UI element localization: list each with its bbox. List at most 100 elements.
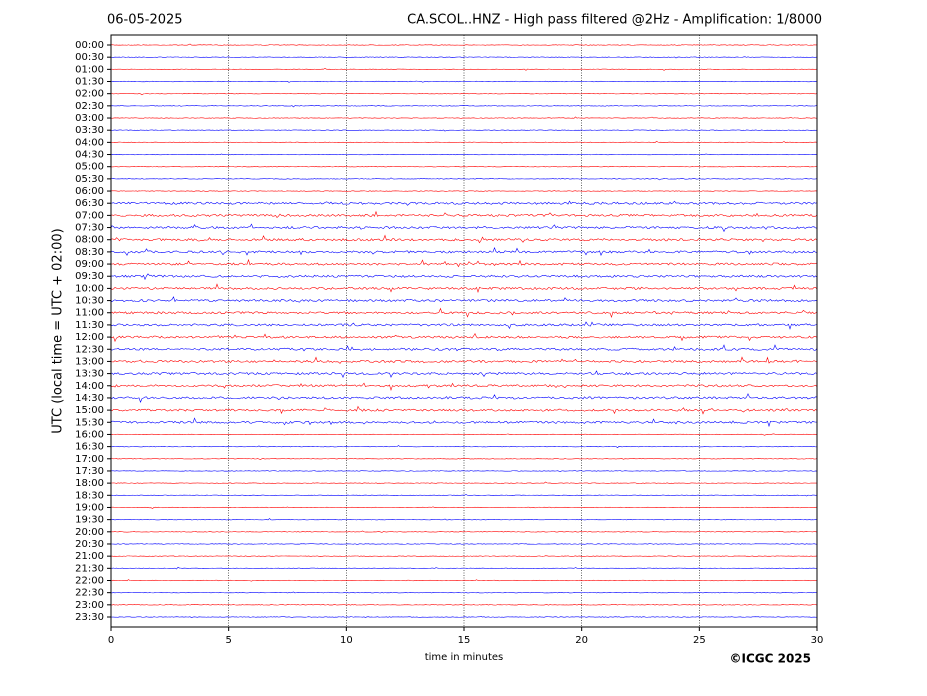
- y-tick-label: 19:00: [75, 502, 104, 513]
- trace: [110, 223, 818, 233]
- trace: [110, 433, 818, 436]
- y-tick-label: 07:00: [75, 210, 104, 221]
- trace: [110, 579, 818, 582]
- y-tick-label: 12:00: [75, 332, 104, 343]
- chart-date: 06-05-2025: [107, 13, 183, 28]
- x-tick-label: 30: [811, 635, 824, 646]
- y-tick-label: 23:00: [75, 600, 104, 611]
- y-tick-label: 09:30: [75, 271, 104, 282]
- y-tick-label: 17:30: [75, 466, 104, 477]
- y-tick-label: 13:30: [75, 369, 104, 380]
- trace: [110, 555, 818, 557]
- y-tick-label: 23:30: [75, 612, 104, 623]
- trace: [110, 494, 818, 497]
- trace: [110, 56, 818, 59]
- trace: [110, 344, 818, 352]
- trace: [110, 417, 818, 428]
- trace: [110, 68, 818, 71]
- y-tick-label: 18:00: [75, 478, 104, 489]
- y-axis-label: UTC (local time = UTC + 02:00): [51, 228, 66, 433]
- y-tick-label: 03:00: [75, 113, 104, 124]
- y-tick-label: 16:30: [75, 442, 104, 453]
- y-tick-label: 20:00: [75, 527, 104, 538]
- trace: [110, 566, 818, 570]
- y-tick-label: 13:00: [75, 356, 104, 367]
- y-tick-label: 06:30: [75, 198, 104, 209]
- y-tick-label: 08:30: [75, 247, 104, 258]
- trace: [110, 591, 818, 594]
- y-tick-label: 05:00: [75, 162, 104, 173]
- trace: [110, 445, 818, 449]
- y-tick-label: 19:30: [75, 515, 104, 526]
- trace: [110, 246, 818, 257]
- trace: [110, 140, 818, 144]
- trace: [110, 273, 818, 281]
- x-tick-label: 15: [458, 635, 471, 646]
- y-tick-label: 22:00: [75, 575, 104, 586]
- trace: [110, 615, 818, 619]
- y-tick-label: 11:30: [75, 320, 104, 331]
- y-tick-label: 10:30: [75, 296, 104, 307]
- y-tick-label: 00:00: [75, 40, 104, 51]
- trace: [110, 458, 818, 460]
- trace: [110, 356, 818, 364]
- trace: [110, 105, 818, 108]
- y-tick-label: 15:30: [75, 417, 104, 428]
- trace: [110, 116, 818, 119]
- trace: [110, 210, 818, 219]
- trace: [110, 258, 818, 268]
- trace: [110, 382, 818, 392]
- x-axis-label: time in minutes: [425, 652, 504, 663]
- trace: [110, 543, 818, 545]
- trace: [110, 506, 818, 509]
- y-tick-label: 02:00: [75, 89, 104, 100]
- y-tick-label: 01:30: [75, 77, 104, 88]
- y-tick-label: 04:00: [75, 137, 104, 148]
- y-tick-label: 04:30: [75, 150, 104, 161]
- trace: [110, 190, 818, 192]
- trace: [110, 296, 818, 303]
- y-tick-label: 00:30: [75, 52, 104, 63]
- x-tick-label: 20: [575, 635, 588, 646]
- y-tick-label: 20:30: [75, 539, 104, 550]
- trace: [110, 393, 818, 403]
- trace: [110, 307, 818, 319]
- trace: [110, 43, 818, 46]
- y-tick-label: 17:00: [75, 454, 104, 465]
- trace: [110, 518, 818, 521]
- trace: [110, 177, 818, 181]
- trace: [110, 470, 818, 472]
- y-tick-label: 07:30: [75, 223, 104, 234]
- y-tick-label: 22:30: [75, 588, 104, 599]
- y-tick-label: 18:30: [75, 490, 104, 501]
- trace: [110, 332, 818, 343]
- credit: ©ICGC 2025: [729, 652, 811, 666]
- y-tick-label: 12:30: [75, 344, 104, 355]
- trace: [110, 604, 818, 606]
- trace: [110, 93, 818, 96]
- y-tick-label: 11:00: [75, 308, 104, 319]
- trace: [110, 153, 818, 156]
- trace: [110, 481, 818, 484]
- y-tick-label: 21:30: [75, 563, 104, 574]
- x-tick-label: 0: [108, 635, 114, 646]
- y-tick-label: 16:00: [75, 429, 104, 440]
- y-tick-label: 08:00: [75, 235, 104, 246]
- x-tick-label: 10: [340, 635, 353, 646]
- y-tick-label: 15:00: [75, 405, 104, 416]
- trace: [110, 166, 818, 168]
- trace: [110, 80, 818, 83]
- y-tick-label: 05:30: [75, 174, 104, 185]
- y-tick-label: 03:30: [75, 125, 104, 136]
- trace: [110, 234, 818, 244]
- y-tick-label: 09:00: [75, 259, 104, 270]
- plot-frame: [110, 34, 818, 628]
- x-tick-label: 5: [225, 635, 231, 646]
- chart-title: CA.SCOL..HNZ - High pass filtered @2Hz -…: [407, 13, 822, 28]
- y-tick-label: 06:00: [75, 186, 104, 197]
- y-tick-label: 01:00: [75, 64, 104, 75]
- trace: [110, 530, 818, 533]
- y-tick-label: 02:30: [75, 101, 104, 112]
